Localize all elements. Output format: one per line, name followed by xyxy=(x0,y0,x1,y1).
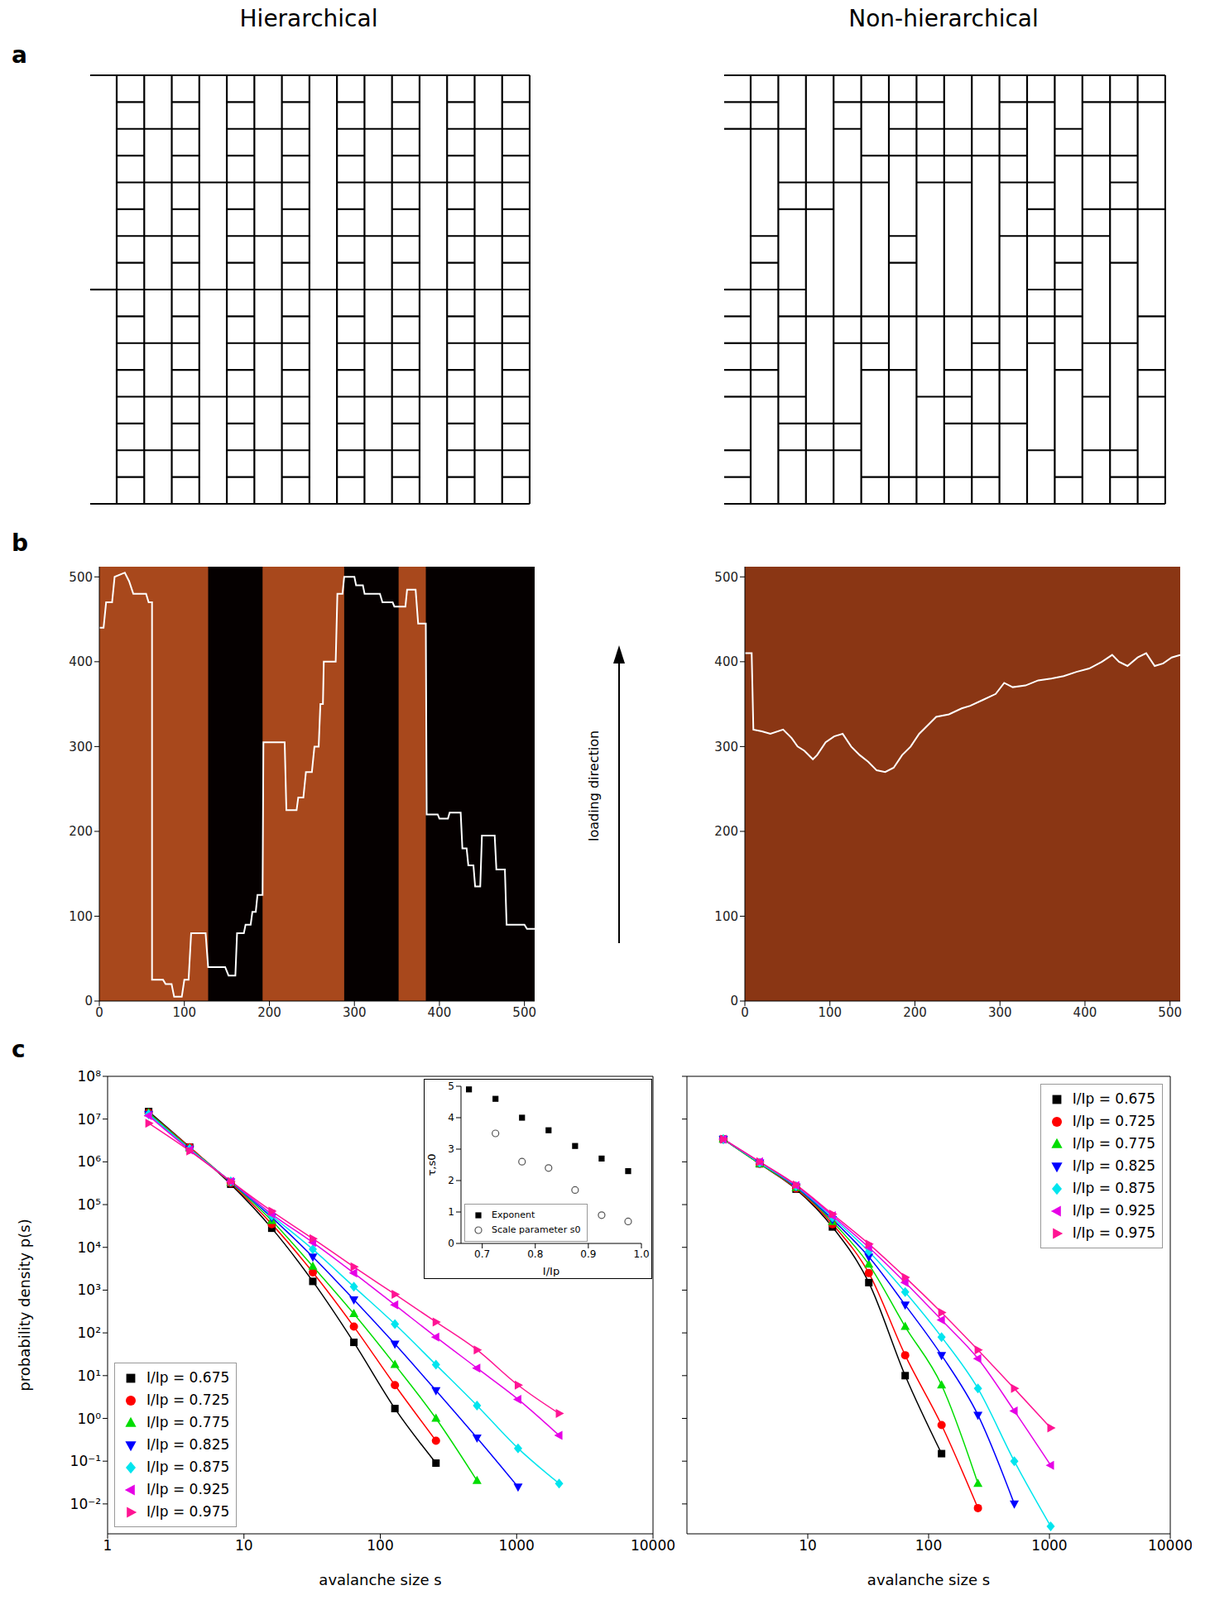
svg-text:10¹: 10¹ xyxy=(77,1368,101,1385)
svg-text:0: 0 xyxy=(95,1005,104,1021)
svg-text:10: 10 xyxy=(235,1537,254,1555)
svg-text:100: 100 xyxy=(915,1537,942,1555)
svg-text:10000: 10000 xyxy=(630,1537,676,1555)
svg-text:1.0: 1.0 xyxy=(633,1248,649,1261)
svg-text:200: 200 xyxy=(257,1005,282,1021)
html-text:Exponent: Exponent xyxy=(491,1210,535,1221)
svg-text:10⁰: 10⁰ xyxy=(77,1411,102,1428)
svg-text:500: 500 xyxy=(1157,1005,1182,1021)
svg-text:2: 2 xyxy=(447,1175,455,1187)
html-text:I/Ip = 0.875: I/Ip = 0.875 xyxy=(1072,1180,1156,1197)
svg-text:300: 300 xyxy=(342,1005,367,1021)
svg-text:avalanche size s: avalanche size s xyxy=(318,1571,442,1590)
svg-text:10⁶: 10⁶ xyxy=(77,1153,102,1171)
svg-text:10⁻²: 10⁻² xyxy=(70,1496,101,1513)
svg-text:400: 400 xyxy=(714,654,739,670)
html-text:I/Ip = 0.725: I/Ip = 0.725 xyxy=(1072,1113,1156,1130)
html-text:Scale parameter s0: Scale parameter s0 xyxy=(491,1224,581,1236)
svg-text:1: 1 xyxy=(447,1206,455,1219)
svg-text:probability density p(s): probability density p(s) xyxy=(16,1219,34,1392)
svg-text:200: 200 xyxy=(68,824,93,840)
html-text:I/Ip = 0.825: I/Ip = 0.825 xyxy=(1072,1157,1156,1175)
html-text:I/Ip = 0.775: I/Ip = 0.775 xyxy=(146,1414,230,1431)
html-text:I/Ip = 0.875: I/Ip = 0.875 xyxy=(146,1459,230,1476)
svg-text:0: 0 xyxy=(740,1005,750,1021)
svg-text:10⁷: 10⁷ xyxy=(77,1111,102,1129)
svg-text:100: 100 xyxy=(172,1005,197,1021)
svg-text:0: 0 xyxy=(447,1238,455,1250)
html-text:Hierarchical: Hierarchical xyxy=(239,4,378,33)
svg-text:10³: 10³ xyxy=(77,1282,101,1299)
html-text:I/Ip = 0.725: I/Ip = 0.725 xyxy=(146,1392,230,1409)
svg-text:0.9: 0.9 xyxy=(580,1248,596,1261)
svg-text:3: 3 xyxy=(447,1143,455,1156)
svg-text:100: 100 xyxy=(68,909,93,925)
svg-text:10000: 10000 xyxy=(1147,1537,1192,1555)
svg-text:1000: 1000 xyxy=(499,1537,535,1555)
svg-text:400: 400 xyxy=(68,654,93,670)
svg-text:300: 300 xyxy=(988,1005,1013,1021)
svg-text:500: 500 xyxy=(68,570,93,586)
svg-text:0.7: 0.7 xyxy=(474,1248,490,1261)
svg-text:10⁻¹: 10⁻¹ xyxy=(70,1453,101,1470)
svg-text:100: 100 xyxy=(714,909,739,925)
html-text:a: a xyxy=(11,41,28,69)
svg-text:0: 0 xyxy=(729,993,739,1009)
svg-text:loading direction: loading direction xyxy=(585,730,602,842)
svg-text:400: 400 xyxy=(427,1005,452,1021)
html-text:I/Ip = 0.975: I/Ip = 0.975 xyxy=(146,1503,230,1521)
svg-text:4: 4 xyxy=(447,1112,455,1124)
svg-text:I/Ip: I/Ip xyxy=(542,1265,560,1278)
html-text:I/Ip = 0.925: I/Ip = 0.925 xyxy=(1072,1202,1156,1220)
svg-text:10⁵: 10⁵ xyxy=(77,1196,101,1214)
html-text:I/Ip = 0.975: I/Ip = 0.975 xyxy=(1072,1224,1156,1242)
svg-text:200: 200 xyxy=(902,1005,927,1021)
html-text:I/Ip = 0.825: I/Ip = 0.825 xyxy=(146,1436,230,1454)
svg-text:10⁴: 10⁴ xyxy=(77,1239,102,1257)
html-text:I/Ip = 0.925: I/Ip = 0.925 xyxy=(146,1481,230,1499)
svg-text:1: 1 xyxy=(103,1537,113,1555)
svg-text:300: 300 xyxy=(714,739,739,755)
html-text:c: c xyxy=(11,1036,26,1064)
svg-text:500: 500 xyxy=(714,570,739,586)
html-text:I/Ip = 0.675: I/Ip = 0.675 xyxy=(1072,1090,1156,1108)
svg-text:10²: 10² xyxy=(77,1325,101,1342)
svg-text:100: 100 xyxy=(366,1537,394,1555)
svg-text:200: 200 xyxy=(714,824,739,840)
svg-text:400: 400 xyxy=(1073,1005,1098,1021)
svg-text:500: 500 xyxy=(512,1005,537,1021)
html-text:Non-hierarchical: Non-hierarchical xyxy=(848,4,1039,33)
svg-text:1000: 1000 xyxy=(1031,1537,1067,1555)
svg-text:0.8: 0.8 xyxy=(527,1248,543,1261)
svg-text:100: 100 xyxy=(817,1005,842,1021)
svg-text:5: 5 xyxy=(447,1080,455,1093)
html-text:b: b xyxy=(11,529,29,557)
svg-text:300: 300 xyxy=(68,739,93,755)
svg-text:0: 0 xyxy=(84,993,93,1009)
svg-text:10⁸: 10⁸ xyxy=(77,1068,102,1086)
html-text:I/Ip = 0.675: I/Ip = 0.675 xyxy=(146,1369,230,1387)
svg-text:10: 10 xyxy=(798,1537,817,1555)
svg-text:avalanche size s: avalanche size s xyxy=(867,1571,990,1590)
html-text:I/Ip = 0.775: I/Ip = 0.775 xyxy=(1072,1135,1156,1153)
svg-text:τ,s0: τ,s0 xyxy=(425,1153,438,1177)
